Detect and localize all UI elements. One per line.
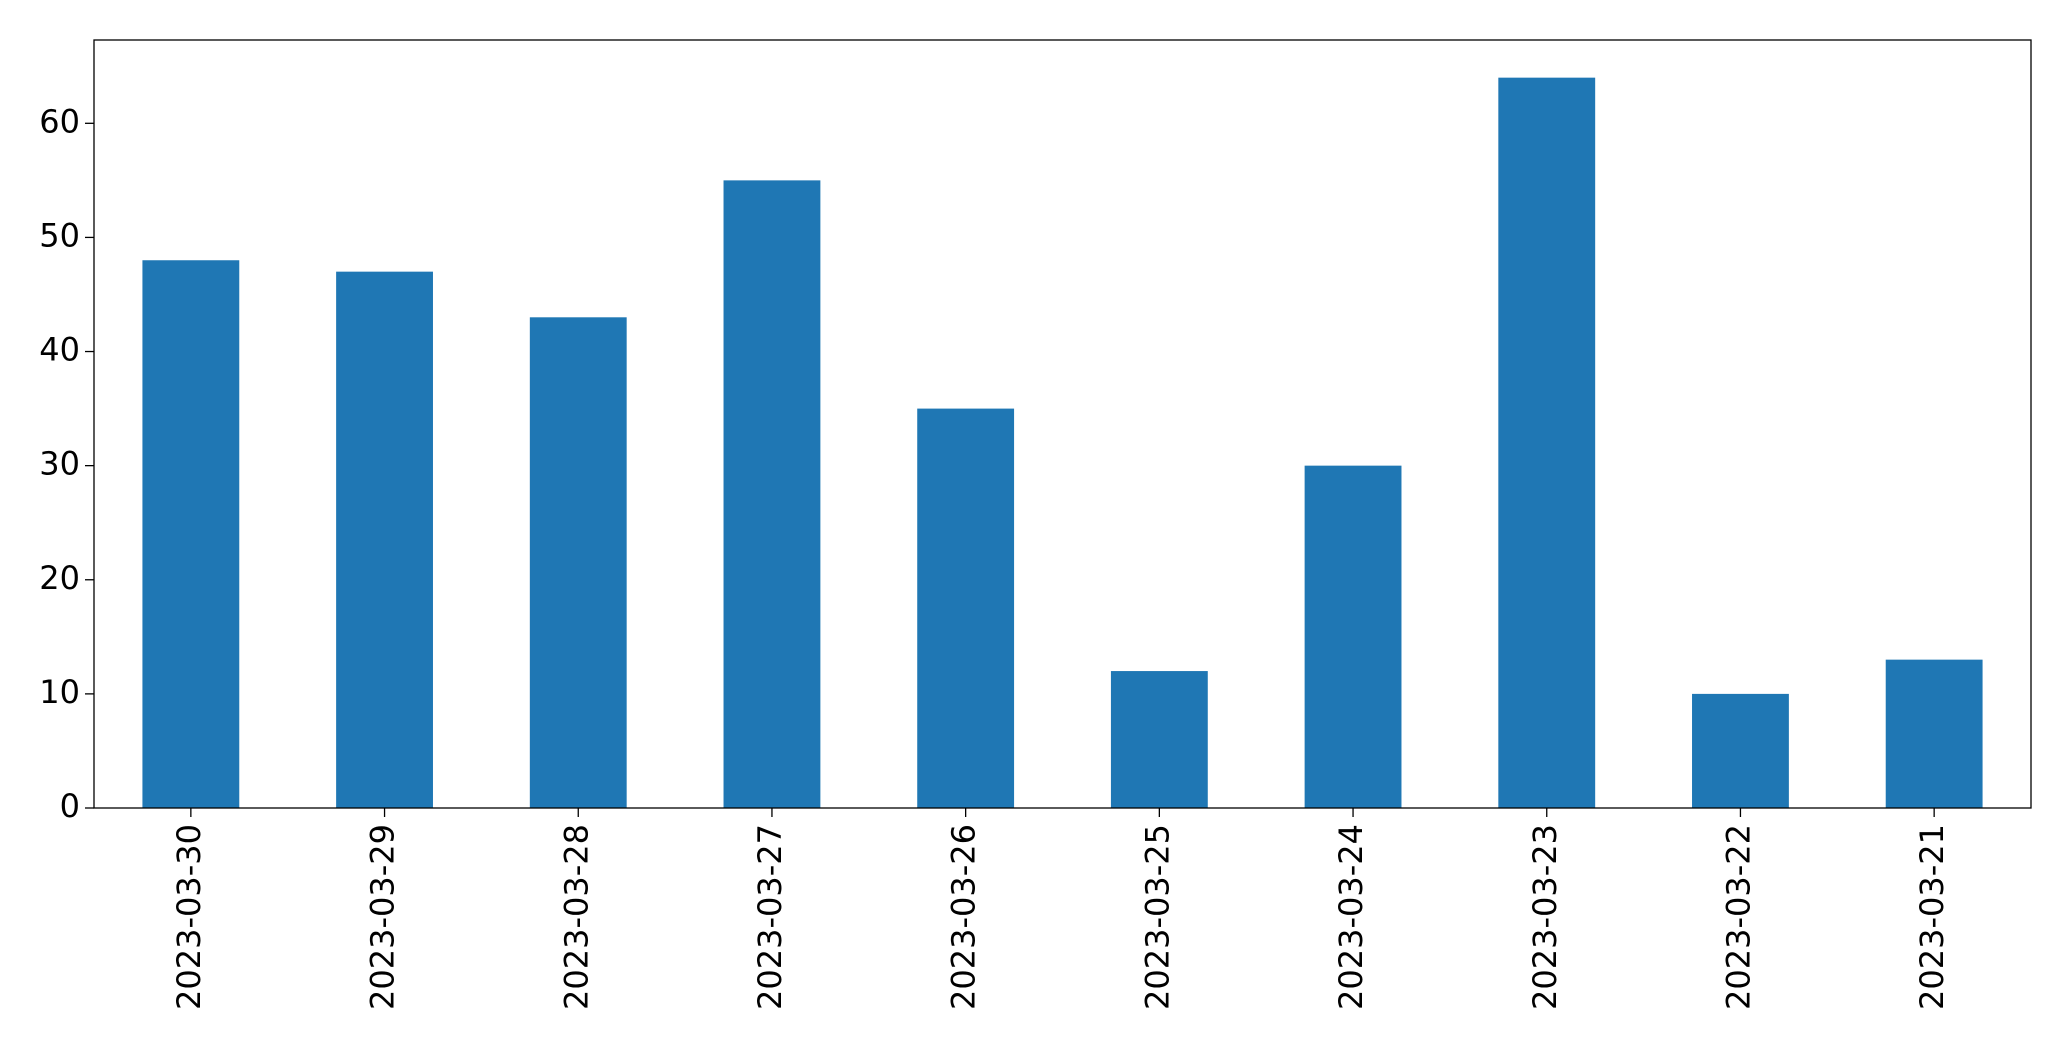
y-tick-label: 0 xyxy=(60,787,80,825)
y-tick-label: 40 xyxy=(39,331,80,369)
x-tick-label: 2023-03-29 xyxy=(364,824,402,1010)
bar xyxy=(1498,77,1596,808)
x-tick-label: 2023-03-21 xyxy=(1913,824,1951,1010)
x-tick-label: 2023-03-30 xyxy=(170,824,208,1010)
y-tick-label: 50 xyxy=(39,216,80,254)
bar xyxy=(529,317,627,808)
plot-frame xyxy=(93,39,2032,809)
y-tick-label: 20 xyxy=(39,559,80,597)
bar xyxy=(917,408,1015,808)
x-tick-label: 2023-03-24 xyxy=(1332,824,1370,1010)
bar xyxy=(336,271,433,808)
bar xyxy=(1304,465,1402,808)
x-tick-label: 2023-03-26 xyxy=(945,824,983,1010)
y-tick-label: 60 xyxy=(39,102,80,140)
bar xyxy=(1885,659,1983,808)
x-tick-label: 2023-03-27 xyxy=(751,824,789,1010)
y-tick-label: 10 xyxy=(39,673,80,711)
x-tick-label: 2023-03-22 xyxy=(1719,824,1757,1010)
bar xyxy=(1110,671,1208,808)
y-tick-label: 30 xyxy=(39,445,80,483)
x-tick-label: 2023-03-25 xyxy=(1138,824,1176,1010)
bar xyxy=(142,260,240,809)
x-tick-label: 2023-03-28 xyxy=(557,824,595,1010)
x-tick-label: 2023-03-23 xyxy=(1526,824,1564,1010)
bar xyxy=(1692,693,1789,808)
bar xyxy=(723,180,821,808)
